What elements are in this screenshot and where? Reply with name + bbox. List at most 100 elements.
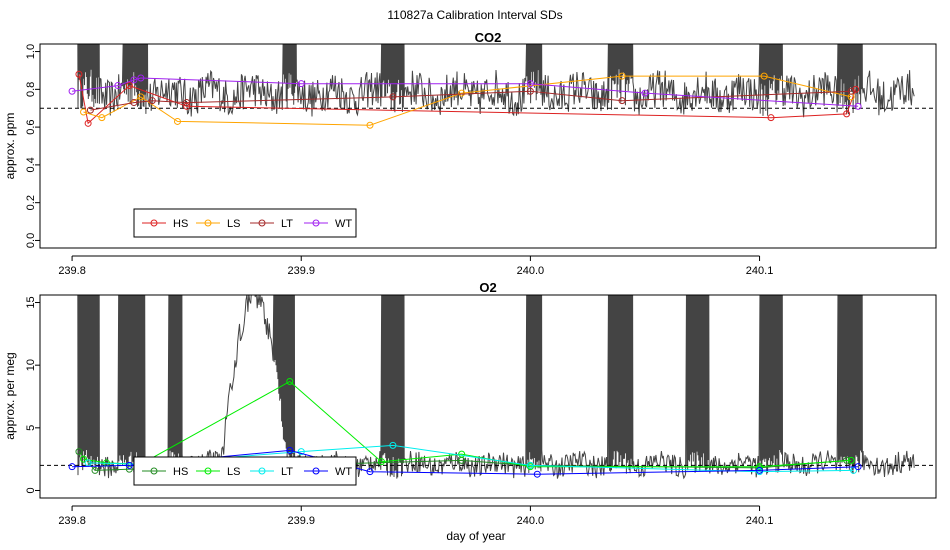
co2-raw-trace (77, 44, 915, 118)
o2-legend-marker-lt (258, 467, 266, 475)
o2-y-tick-label: 0 (25, 487, 37, 493)
o2-series-lt-point (526, 461, 534, 469)
co2-series-wt-point (130, 76, 138, 84)
co2-legend-marker-wt (312, 219, 320, 227)
o2-series-lt-point (297, 448, 305, 456)
o2-series-wt-point (533, 470, 541, 478)
co2-plot-area: 0.0 0.2 0.4 0.6 0.8 1.0 239.8 239.9 240.0 240.1 HS… (25, 43, 937, 277)
co2-series-hs-point (852, 85, 860, 93)
o2-series-hs-point (91, 466, 99, 474)
o2-panel-title: O2 (479, 280, 496, 295)
co2-series-ls-point (458, 89, 466, 97)
co2-legend-label-lt: LT (281, 218, 293, 230)
o2-series-lt-point (850, 466, 858, 474)
co2-series-lt-point (618, 97, 626, 105)
o2-series-wt-point (125, 461, 133, 469)
co2-panel: CO2 approx. ppm 0.0 0.2 0.4 0.6 0.8 1.0 239.8 2… (3, 30, 937, 277)
co2-series-ls-point (137, 93, 145, 101)
o2-legend-label-ls: LS (227, 466, 240, 478)
co2-series-ls-point (760, 72, 768, 80)
o2-x-tick-label: 240.0 (517, 515, 545, 527)
co2-series-hs-point (84, 119, 92, 127)
o2-legend-label-hs: HS (173, 466, 188, 478)
o2-series-ls-point (847, 456, 855, 464)
o2-y-axis-label: approx. per meg (3, 352, 17, 439)
o2-series-wt-point (366, 468, 374, 476)
co2-series-lt-point (526, 87, 534, 95)
figure-title: 110827a Calibration Interval SDs (387, 8, 562, 22)
co2-x-tick-label: 240.1 (746, 265, 774, 277)
o2-series-ls-line (83, 380, 852, 468)
co2-series-hs-point (183, 102, 191, 110)
o2-legend-label-wt: WT (335, 466, 352, 478)
o2-plot-frame (39, 294, 937, 499)
co2-y-tick-label: 0.6 (25, 119, 37, 134)
o2-series-wt-point (286, 446, 294, 454)
co2-legend-marker-ls (204, 219, 212, 227)
co2-series-wt-point (68, 87, 76, 95)
co2-series-lt-point (130, 99, 138, 107)
co2-y-tick-label: 0.0 (25, 233, 37, 248)
co2-series-lt-point (148, 97, 156, 105)
co2-series-lt-point (183, 99, 191, 107)
co2-x-tick-label: 239.9 (287, 265, 315, 277)
co2-legend-label-ls: LS (227, 218, 240, 230)
o2-series-wt-point (68, 463, 76, 471)
o2-series-hs-point (75, 448, 83, 456)
co2-series-wt-point (526, 80, 534, 88)
co2-series-hs-line (78, 74, 857, 125)
co2-series-lt-point (389, 93, 397, 101)
o2-legend-marker-hs (150, 467, 158, 475)
o2-legend-label-lt: LT (281, 466, 293, 478)
co2-series-lt-point (847, 87, 855, 95)
co2-series-ls-point (98, 114, 106, 122)
co2-legend-label-hs: HS (173, 218, 188, 230)
o2-series-ls-point (458, 450, 466, 458)
o2-y-tick-label: 5 (25, 425, 37, 431)
o2-x-tick-label: 240.1 (746, 515, 774, 527)
o2-x-tick-label: 239.9 (287, 515, 315, 527)
o2-series-wt-point (756, 466, 764, 474)
co2-series-wt-point (137, 74, 145, 82)
co2-y-tick-label: 1.0 (25, 44, 37, 59)
o2-legend (133, 456, 357, 486)
co2-y-axis-label: approx. ppm (3, 113, 17, 180)
co2-plot-frame (39, 43, 937, 249)
co2-series-wt-point (641, 89, 649, 97)
o2-series-ls-point (377, 458, 385, 466)
o2-series-hs-point (125, 465, 133, 473)
co2-legend-label-wt: WT (335, 218, 352, 230)
co2-legend-marker-lt (258, 219, 266, 227)
o2-x-tick-label: 239.8 (58, 515, 86, 527)
o2-raw-trace (77, 295, 915, 480)
co2-series-hs-point (843, 110, 851, 118)
o2-legend-marker-ls (204, 467, 212, 475)
o2-series-lt-point (389, 441, 397, 449)
co2-series-ls-line (83, 75, 852, 126)
o2-panel: O2 approx. per meg 0 5 10 15 239.8 239.9 240.0… (3, 280, 937, 527)
co2-series-ls-point (80, 108, 88, 116)
o2-legend-marker-wt (312, 467, 320, 475)
co2-series-hs-point (767, 114, 775, 122)
co2-series-wt-point (297, 80, 305, 88)
o2-series-wt-line (72, 449, 859, 475)
co2-x-tick-label: 240.0 (517, 265, 545, 277)
co2-series-ls-point (618, 72, 626, 80)
co2-y-tick-label: 0.2 (25, 195, 37, 210)
o2-plot-area: 0 5 10 15 239.8 239.9 240.0 240.1 HS LS LT WT (25, 294, 937, 527)
o2-series-wt-point (854, 463, 862, 471)
co2-legend-marker-hs (150, 219, 158, 227)
co2-legend (133, 208, 357, 238)
o2-series-ls-point (756, 463, 764, 471)
co2-panel-title: CO2 (475, 30, 502, 45)
co2-series-wt-point (114, 82, 122, 90)
co2-y-tick-label: 0.4 (25, 157, 37, 172)
co2-x-tick-label: 239.8 (58, 265, 86, 277)
co2-y-tick-label: 0.8 (25, 82, 37, 97)
o2-y-tick-label: 10 (25, 359, 37, 371)
co2-series-hs-point (125, 82, 133, 90)
co2-series-hs-point (75, 70, 83, 78)
co2-series-wt-point (854, 102, 862, 110)
o2-series-ls-point (80, 455, 88, 463)
